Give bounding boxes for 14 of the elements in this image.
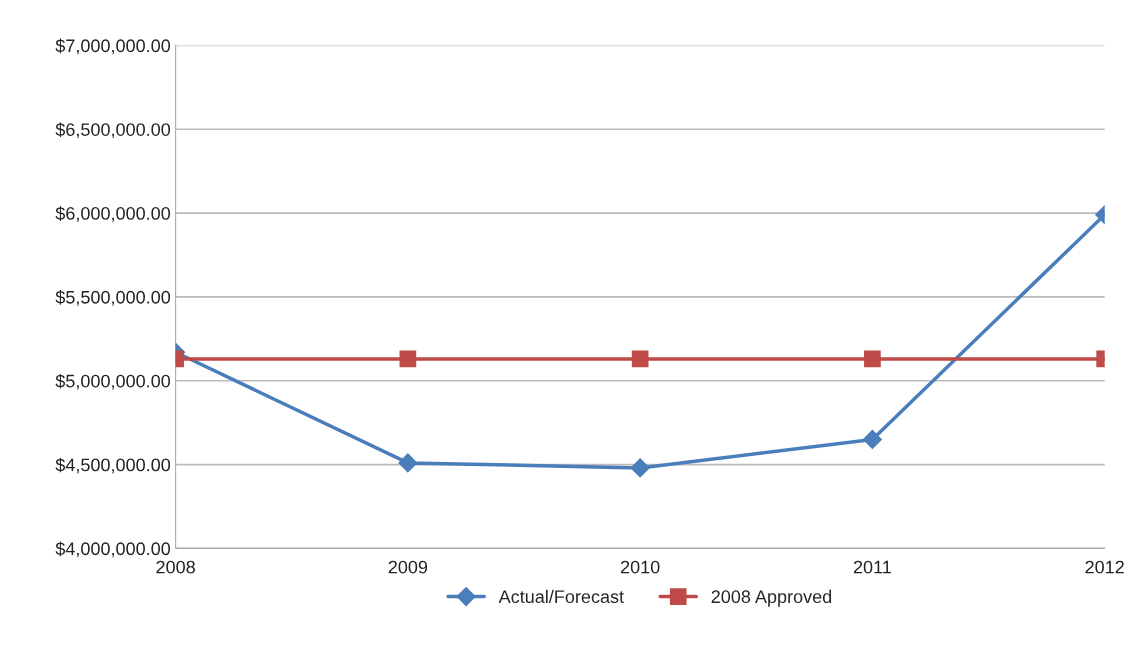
y-tick-label: $5,000,000.00 [55,373,171,390]
y-tick-label: $6,000,000.00 [55,206,171,222]
y-tick-label: $4,500,000.00 [55,457,171,474]
legend-label: 2008 Approved [711,589,832,607]
y-tick-label: $7,000,000.00 [55,38,171,55]
y-tick-label: $5,500,000.00 [55,290,171,306]
x-tick-label: 2009 [388,560,428,574]
x-tick-label: 2010 [620,560,660,574]
legend-label: Actual/Forecast [498,589,624,604]
y-tick-label: $4,000,000.00 [55,541,171,558]
y-tick-label: $6,500,000.00 [55,122,171,139]
x-tick-label: 2008 [156,560,195,574]
x-tick-label: 2012 [1085,560,1124,574]
x-tick-label: 2011 [853,560,891,574]
